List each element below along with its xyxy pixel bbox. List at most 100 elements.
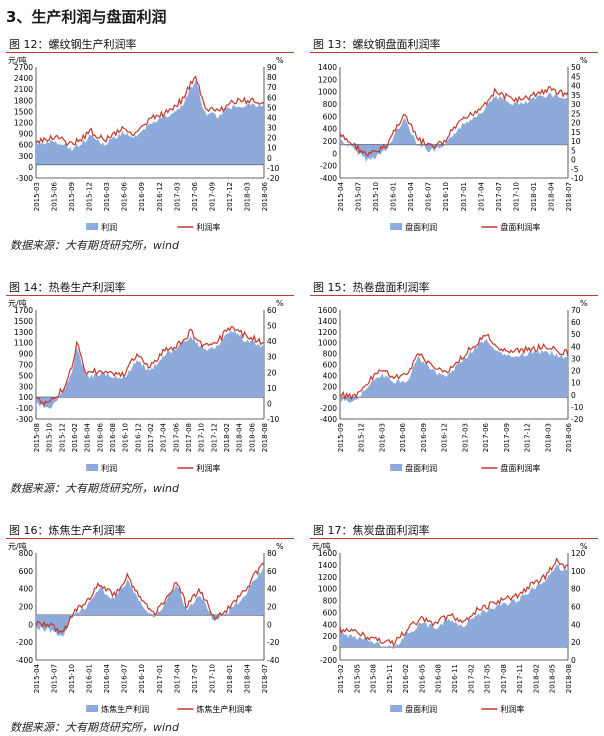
x-tick-label: 2016-04 [84, 422, 92, 452]
left-tick-label: 800 [19, 549, 34, 558]
right-tick-label: 30 [571, 100, 581, 109]
left-tick-label: 700 [19, 361, 34, 370]
x-tick-label: 2016-11 [451, 664, 459, 693]
x-tick-label: 2016-09 [420, 423, 428, 452]
left-tick-label: 0 [28, 620, 33, 629]
x-tick-label: 2015-12 [86, 182, 94, 211]
left-tick-label: 1200 [318, 573, 337, 582]
left-tick-label: 1200 [318, 75, 337, 84]
legend-label-line: 盘面利润率 [500, 463, 540, 473]
profit-rate-line-series [35, 75, 265, 147]
left-tick-label: 1800 [14, 96, 33, 105]
x-tick-label: 2015-05 [353, 664, 361, 693]
left-tick-label: 200 [323, 382, 338, 391]
right-tick-label: 25 [571, 109, 581, 118]
right-tick-label: 70 [571, 306, 581, 315]
right-tick-label: 80 [267, 73, 277, 82]
left-tick-label: -200 [320, 162, 337, 171]
left-tick-label: 600 [323, 112, 338, 121]
right-tick-label: 70 [267, 83, 277, 92]
left-tick-label: 500 [19, 371, 34, 380]
x-tick-label: 2015-12 [58, 423, 66, 452]
x-tick-label: 2015-10 [68, 664, 76, 693]
right-tick-label: 0 [571, 156, 576, 165]
profit-area-series [340, 92, 568, 162]
x-tick-label: 2016-04 [407, 181, 415, 211]
x-tick-label: 2018-08 [261, 423, 269, 452]
x-tick-label: 2018-07 [565, 182, 573, 211]
left-tick-label: 300 [19, 152, 34, 161]
legend-swatch-area [390, 464, 403, 471]
x-tick-label: 2017-02 [467, 664, 475, 693]
x-tick-label: 2018-06 [565, 422, 573, 452]
left-tick-label: 600 [323, 608, 338, 617]
right-tick-label: 60 [267, 93, 277, 102]
x-tick-label: 2017-10 [208, 664, 216, 693]
left-unit-label: 元/吨 [8, 55, 27, 65]
x-tick-label: 2016-01 [390, 182, 398, 211]
right-tick-label: 50 [571, 63, 581, 72]
x-tick-label: 2017-06 [172, 422, 180, 452]
right-unit-label: % [580, 299, 588, 308]
left-tick-label: 400 [323, 620, 338, 629]
profit-area-series [36, 568, 264, 637]
right-tick-label: 40 [571, 82, 581, 91]
x-tick-label: 2017-10 [198, 423, 206, 452]
left-tick-label: 1500 [14, 317, 33, 326]
right-unit-label: % [580, 56, 588, 65]
x-tick-label: 2016-04 [103, 663, 111, 693]
legend-swatch-area [390, 223, 403, 230]
legend-label-area: 炼焦生产利润 [101, 704, 149, 714]
right-tick-label: 10 [267, 144, 277, 153]
chart-title: 图 17：焦炭盘面利润率 [310, 522, 598, 539]
right-tick-label: 20 [267, 134, 277, 143]
x-tick-label: 2017-04 [173, 663, 181, 693]
right-tick-label: 50 [267, 322, 277, 331]
legend-label-line: 炼焦生产利润率 [196, 704, 252, 714]
right-tick-label: 40 [267, 337, 277, 346]
left-tick-label: 800 [323, 597, 338, 606]
profit-area-series [340, 339, 568, 403]
x-tick-label: 2015-09 [68, 182, 76, 211]
x-tick-label: 2017-07 [495, 182, 503, 211]
right-tick-label: 35 [571, 91, 581, 100]
chart-title: 图 13：螺纹钢盘面利润率 [310, 36, 598, 53]
x-tick-label: 2018-08 [565, 664, 573, 693]
right-tick-label: 30 [571, 354, 581, 363]
left-tick-label: -300 [16, 174, 33, 183]
x-tick-label: 2017-04 [160, 422, 168, 452]
x-tick-label: 2016-12 [134, 423, 142, 452]
right-tick-label: 15 [571, 128, 581, 137]
left-unit-label: 元/吨 [312, 541, 331, 551]
x-tick-label: 2016-06 [96, 422, 104, 452]
left-tick-label: 0 [28, 163, 33, 172]
chart-panel-hrc-production-profit: 图 14：热卷生产利润率 元/吨% 1700 1500 1300 1100 900 700 5… [6, 279, 294, 477]
right-tick-label: 30 [267, 124, 277, 133]
left-unit-label: 元/吨 [8, 298, 27, 308]
right-tick-label: 80 [267, 549, 277, 558]
left-tick-label: 1700 [14, 306, 33, 315]
x-tick-label: 2017-06 [482, 422, 490, 452]
left-tick-label: 800 [323, 350, 338, 359]
x-tick-label: 2018-01 [530, 182, 538, 211]
profit-rate-line-series [339, 557, 569, 648]
x-tick-label: 2018-04 [547, 181, 555, 211]
x-tick-label: 2015-04 [337, 181, 345, 211]
x-tick-label: 2016-03 [378, 423, 386, 452]
left-tick-label: 400 [19, 585, 34, 594]
x-tick-label: 2016-09 [138, 182, 146, 211]
x-tick-label: 2016-12 [156, 182, 164, 211]
right-tick-label: 120 [571, 549, 586, 558]
x-tick-label: 2018-02 [532, 664, 540, 693]
x-tick-label: 2018-03 [243, 182, 251, 211]
right-tick-label: 100 [571, 567, 586, 576]
left-unit-label: 元/吨 [8, 541, 27, 551]
right-tick-label: 40 [571, 620, 581, 629]
right-tick-label: 40 [267, 113, 277, 122]
x-tick-label: 2017-09 [503, 423, 511, 452]
right-tick-label: -10 [267, 415, 279, 424]
left-tick-label: 2100 [14, 85, 33, 94]
right-tick-label: 80 [571, 585, 581, 594]
source-note: 数据来源：大有期货研究所，wind [10, 721, 180, 734]
left-tick-label: 2400 [14, 74, 33, 83]
